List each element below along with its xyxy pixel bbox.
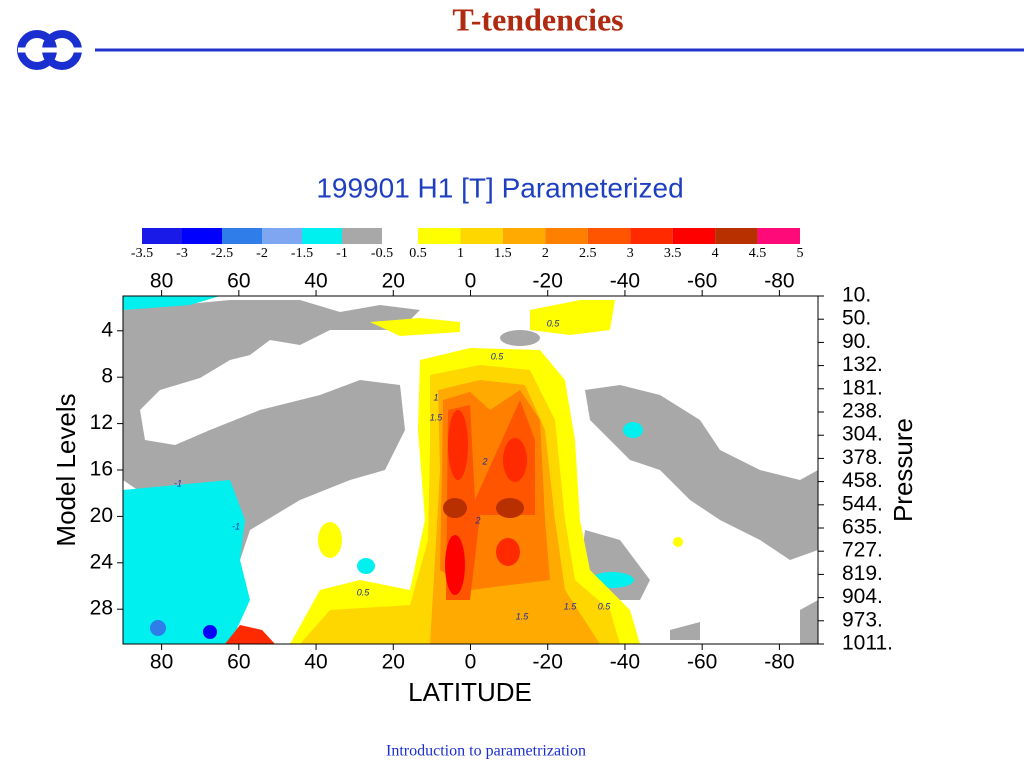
contour-label: 0.5 — [357, 587, 371, 597]
contour-label: 0.5 — [598, 601, 612, 611]
colorbar-label: 3.5 — [664, 246, 682, 261]
y-tick-label: 20 — [90, 504, 113, 527]
x-tick-label: -20 — [533, 651, 563, 674]
colorbar-label: -2.5 — [211, 246, 233, 261]
contour-label: 2 — [481, 456, 487, 466]
colorbar-label: 2 — [542, 246, 549, 261]
x-axis-label: LATITUDE — [408, 677, 532, 707]
colorbar-swatch — [630, 228, 673, 244]
x-tick-label: 80 — [150, 270, 173, 293]
y-tick-label: 12 — [90, 411, 113, 434]
y2-tick-label: 1011. — [842, 632, 893, 655]
x-tick-label: 0 — [465, 651, 477, 674]
y2-tick-label: 378. — [842, 446, 883, 469]
colorbar-swatch — [182, 228, 222, 244]
contour-field — [123, 296, 818, 644]
y2-tick-label: 304. — [842, 423, 883, 446]
colorbar-swatch — [302, 228, 342, 244]
y-axis-label: Model Levels — [51, 393, 81, 546]
y2-tick-label: 90. — [842, 330, 871, 353]
colorbar-label: 3 — [627, 246, 634, 261]
y2-axis-label: Pressure — [888, 418, 918, 522]
colorbar-label: 2.5 — [579, 246, 597, 261]
x-tick-label: 40 — [304, 270, 327, 293]
contour-label: 1.5 — [430, 412, 444, 422]
colorbar-label: 0.5 — [409, 246, 427, 261]
y-tick-label: 28 — [90, 597, 113, 620]
y2-tick-label: 238. — [842, 400, 883, 423]
y-tick-label: 4 — [101, 318, 113, 341]
colorbar-label: 4.5 — [749, 246, 767, 261]
y2-tick-label: 819. — [842, 562, 883, 585]
colorbar-label: -1.5 — [291, 246, 313, 261]
contour-label: 0.5 — [547, 318, 561, 328]
x-tick-label: 20 — [382, 270, 405, 293]
x-tick-label: -40 — [610, 270, 640, 293]
y2-tick-label: 458. — [842, 469, 883, 492]
contour-region — [123, 296, 220, 310]
y2-tick-label: 973. — [842, 608, 883, 631]
x-tick-label: 20 — [382, 651, 405, 674]
logo — [17, 30, 82, 70]
colorbar-label: -3.5 — [131, 246, 153, 261]
colorbar-swatch — [418, 228, 461, 244]
x-tick-label: -60 — [687, 270, 717, 293]
colorbar-label: 4 — [712, 246, 719, 261]
x-tick-label: 40 — [304, 651, 327, 674]
footer: Introduction to parametrization — [386, 743, 586, 760]
x-tick-label: 0 — [465, 270, 477, 293]
contour-region — [123, 480, 250, 644]
colorbar-label: -0.5 — [371, 246, 393, 261]
y-tick-label: 16 — [90, 458, 113, 481]
x-tick-label: 60 — [227, 651, 250, 674]
colorbar-swatch — [142, 228, 182, 244]
contour-label: -1 — [174, 478, 182, 488]
x-tick-label: -60 — [687, 651, 717, 674]
colorbar-label: -1 — [336, 246, 348, 261]
y2-tick-label: 50. — [842, 307, 871, 330]
x-tick-label: 60 — [227, 270, 250, 293]
contour-label: 1 — [433, 392, 438, 402]
x-tick-label: -80 — [764, 651, 794, 674]
colorbar-swatch — [342, 228, 382, 244]
contour-region — [585, 385, 818, 560]
y2-tick-label: 635. — [842, 516, 883, 539]
y2-tick-label: 181. — [842, 376, 883, 399]
y2-tick-label: 727. — [842, 539, 883, 562]
contour-label: -1 — [232, 521, 240, 531]
y2-tick-label: 544. — [842, 492, 883, 515]
colorbar-label: -3 — [176, 246, 188, 261]
colorbar-swatch — [672, 228, 716, 244]
x-tick-label: -20 — [533, 270, 563, 293]
colorbar-swatch — [757, 228, 800, 244]
colorbar-swatch — [222, 228, 262, 244]
colorbar-label: 1.5 — [494, 246, 512, 261]
contour-label: 1.5 — [564, 601, 578, 611]
colorbar-swatch — [545, 228, 588, 244]
x-tick-label: -80 — [764, 270, 794, 293]
contour-label: 1.5 — [516, 611, 530, 621]
x-tick-label: -40 — [610, 651, 640, 674]
colorbar-swatch — [262, 228, 302, 244]
chart-title: 199901 H1 [T] Parameterized — [316, 172, 683, 203]
y2-tick-label: 132. — [842, 353, 883, 376]
y2-tick-label: 10. — [842, 284, 871, 307]
x-tick-label: 80 — [150, 651, 173, 674]
y-tick-label: 24 — [90, 550, 114, 573]
colorbar-swatch — [587, 228, 631, 244]
contour-label: 0.5 — [491, 351, 505, 361]
colorbar-label: -2 — [256, 246, 268, 261]
colorbar-label: 1 — [457, 246, 464, 261]
colorbar-swatch — [715, 228, 758, 244]
y-tick-label: 8 — [101, 365, 113, 388]
y2-tick-label: 904. — [842, 585, 883, 608]
colorbar-swatch — [460, 228, 503, 244]
slide-title: T-tendencies — [452, 1, 623, 37]
colorbar-label: 5 — [797, 246, 804, 261]
colorbar-swatch — [502, 228, 546, 244]
contour-label: 2 — [474, 515, 480, 525]
